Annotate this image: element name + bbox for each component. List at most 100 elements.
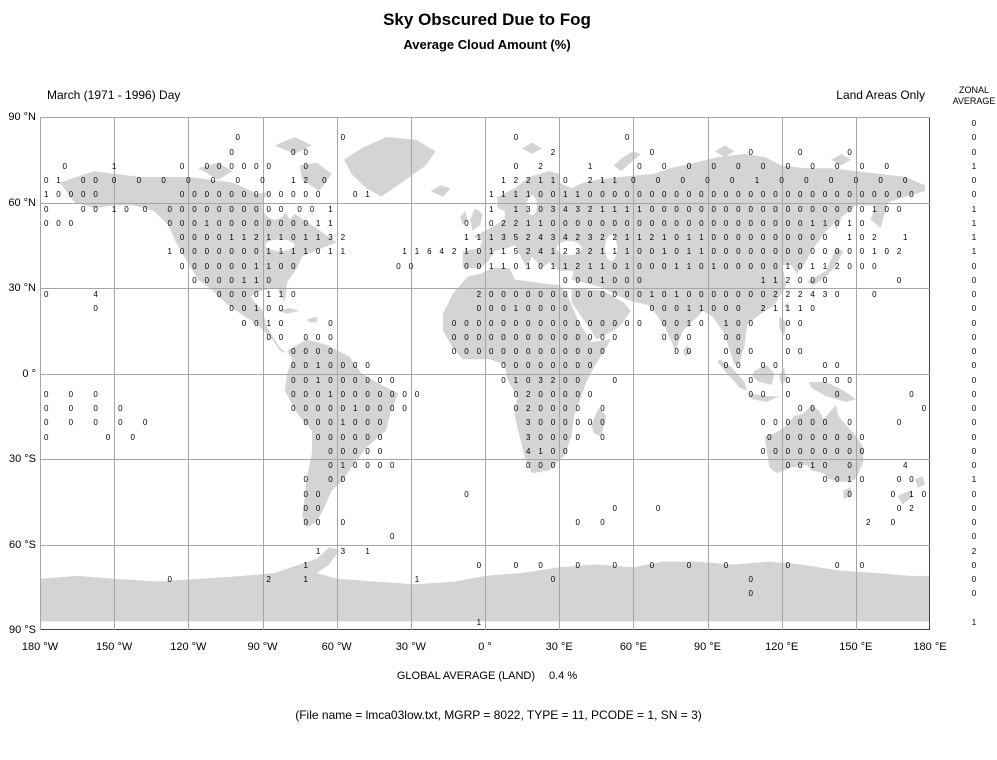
grid-value: 1 [538, 176, 543, 186]
lon-tick-label: 180 °W [21, 641, 59, 653]
grid-value: 0 [804, 176, 809, 186]
zonal-average-value: 0 [971, 275, 977, 285]
grid-value: 0 [822, 204, 828, 214]
grid-value: 0 [859, 204, 865, 214]
grid-value: 0 [167, 204, 173, 214]
grid-value: 0 [723, 347, 729, 357]
grid-value: 0 [649, 304, 655, 314]
grid-value: 0 [859, 560, 865, 570]
grid-value: 0 [179, 247, 185, 257]
grid-value: 0 [921, 404, 927, 414]
zonal-average-value: 1 [971, 204, 977, 214]
grid-value: 0 [43, 418, 49, 428]
zonal-average-value: 0 [971, 489, 977, 499]
grid-value: 0 [859, 247, 865, 257]
grid-value: 0 [322, 176, 327, 186]
grid-value: 1 [340, 418, 346, 428]
grid-value: 0 [674, 218, 679, 228]
grid-value: 0 [662, 332, 667, 342]
grid-value: 0 [760, 161, 766, 171]
grid-value: 1 [550, 247, 556, 257]
grid-value: 0 [785, 247, 791, 257]
grid-value: 0 [736, 247, 741, 257]
grid-value: 1 [315, 375, 321, 385]
grid-value: 1 [229, 233, 234, 243]
grid-value: 0 [365, 404, 370, 414]
grid-value: 0 [328, 361, 333, 371]
period-label: March (1971 - 1996) Day [47, 88, 181, 102]
grid-value: 1 [575, 190, 580, 200]
sakhalin [833, 208, 841, 231]
grid-value: 1 [649, 290, 655, 300]
zonal-average-value: 0 [971, 560, 977, 570]
grid-value: 0 [303, 347, 308, 357]
grid-value: 0 [575, 389, 580, 399]
grid-value: 0 [93, 204, 98, 214]
grid-value: 0 [340, 133, 346, 143]
grid-value: 0 [105, 432, 111, 442]
grid-value: 0 [130, 432, 135, 442]
grid-value: 2 [340, 233, 346, 243]
grid-value: 0 [291, 290, 296, 300]
grid-value: 1 [365, 546, 370, 556]
grid-value: 1 [587, 161, 593, 171]
grid-value: 2 [526, 404, 531, 414]
united-kingdom [470, 208, 483, 231]
grid-value: 0 [587, 332, 593, 342]
grid-value: 0 [538, 204, 543, 214]
grid-value: 0 [822, 375, 828, 385]
grid-value: 0 [859, 161, 865, 171]
grid-value: 0 [390, 404, 395, 414]
grid-value: 2 [872, 233, 877, 243]
zonal-average-value: 0 [971, 532, 977, 542]
grid-value: 2 [303, 176, 308, 186]
grid-value: 1 [501, 190, 506, 200]
grid-value: 0 [291, 147, 296, 157]
grid-value: 4 [526, 446, 531, 456]
zonal-average-value: 0 [971, 332, 977, 342]
lat-tick-label: 0 ° [22, 367, 36, 380]
grid-value: 0 [241, 247, 247, 257]
grid-value: 0 [241, 261, 247, 271]
grid-value: 0 [396, 261, 401, 271]
grid-value: 0 [340, 446, 346, 456]
grid-value: 0 [315, 190, 321, 200]
grid-value: 1 [501, 176, 506, 186]
grid-value: 0 [93, 404, 98, 414]
grid-value: 1 [476, 233, 482, 243]
grid-value: 0 [192, 247, 197, 257]
grid-value: 2 [587, 204, 593, 214]
grid-value: 0 [736, 190, 741, 200]
grid-value: 0 [476, 261, 482, 271]
grid-value: 0 [662, 304, 667, 314]
grid-value: 1 [111, 161, 117, 171]
grid-value: 0 [328, 475, 333, 485]
grid-value: 3 [550, 204, 556, 214]
grid-value: 0 [859, 233, 865, 243]
grid-value: 1 [662, 233, 667, 243]
grid-value: 0 [674, 347, 679, 357]
grid-value: 0 [43, 176, 49, 186]
eurasia [462, 154, 926, 365]
grid-value: 0 [600, 218, 605, 228]
grid-value: 0 [340, 404, 346, 414]
grid-value: 0 [748, 247, 753, 257]
grid-value: 3 [550, 233, 556, 243]
grid-value: 2 [785, 275, 791, 285]
grid-value: 0 [575, 418, 580, 428]
grid-value: 0 [476, 560, 482, 570]
grid-value: 0 [118, 418, 123, 428]
grid-value: 0 [773, 233, 778, 243]
grid-value: 1 [365, 190, 370, 200]
grid-value: 0 [315, 347, 321, 357]
grid-value: 0 [587, 275, 593, 285]
grid-value: 1 [550, 261, 556, 271]
grid-value: 0 [315, 247, 321, 257]
grid-value: 0 [291, 233, 296, 243]
grid-value: 0 [686, 218, 692, 228]
grid-value: 0 [538, 361, 543, 371]
grid-value: 3 [526, 204, 531, 214]
grid-value: 2 [513, 218, 519, 228]
grid-value: 0 [773, 247, 778, 257]
grid-value: 0 [662, 290, 667, 300]
